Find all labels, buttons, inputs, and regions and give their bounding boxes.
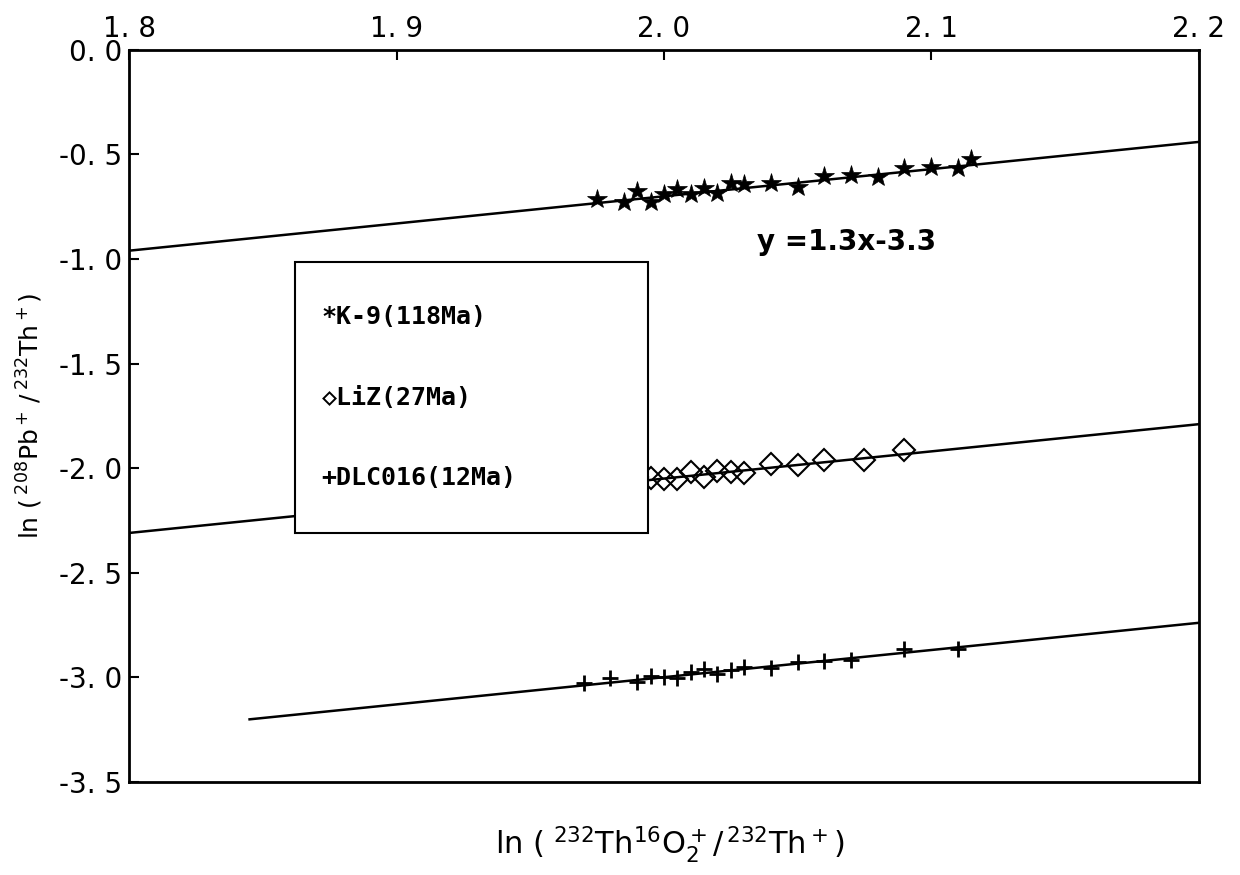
Text: y =1.3x-3.3: y =1.3x-3.3 [758,228,936,256]
Text: *K-9(118Ma): *K-9(118Ma) [321,305,487,329]
Y-axis label: $\ln\,(\,^{208}{\rm Pb}^+\,/\,^{232}{\rm Th}^+)$: $\ln\,(\,^{208}{\rm Pb}^+\,/\,^{232}{\rm… [15,292,45,539]
FancyBboxPatch shape [295,262,647,533]
Text: +DLC016(12Ma): +DLC016(12Ma) [321,466,517,490]
Text: $\ln\,(\,^{\,232}{\rm Th}^{16}{\rm O}_2^+/^{\,232}{\rm Th}^+)$: $\ln\,(\,^{\,232}{\rm Th}^{16}{\rm O}_2^… [495,824,844,864]
Text: ◇LiZ(27Ma): ◇LiZ(27Ma) [321,386,471,410]
